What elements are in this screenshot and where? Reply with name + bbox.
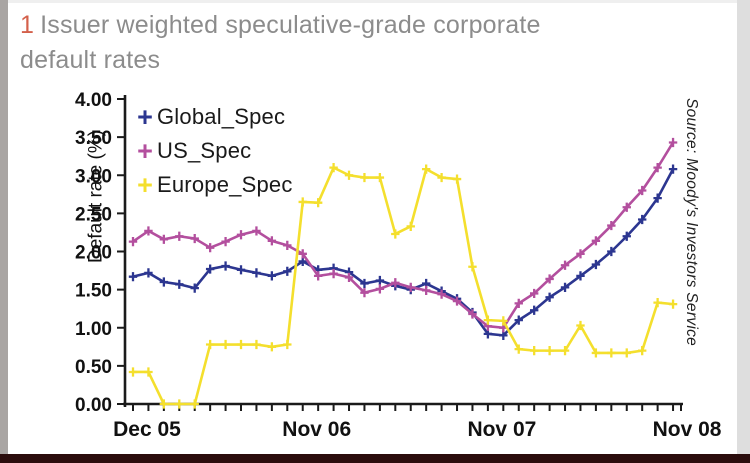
x-axis-label: Dec 05 — [113, 418, 181, 441]
x-axis-label: Nov 07 — [467, 418, 536, 441]
x-axis-label: Nov 06 — [282, 418, 351, 441]
chart-number-badge: 1 — [20, 11, 35, 39]
x-axis-label: Nov 08 — [653, 418, 722, 441]
chart-title-line2: default rates — [20, 46, 161, 74]
series-markers-US_Spec — [128, 137, 678, 333]
chart-title: 1 Issuer weighted speculative-grade corpo… — [20, 8, 720, 78]
y-tick-label: 2.00 — [75, 243, 112, 264]
chart-title-line1: Issuer weighted speculative-grade corpor… — [40, 11, 541, 39]
top-edge-border — [0, 0, 750, 3]
legend-label: Global_Spec — [157, 104, 286, 129]
chart-legend: + Global_Spec + US_Spec + Europe_Spec — [133, 100, 293, 202]
legend-item-europe-spec: + Europe_Spec — [133, 168, 293, 202]
y-tick-label: 3.50 — [75, 128, 112, 149]
bottom-bar — [0, 454, 750, 463]
y-axis-title: Default rate (%) — [85, 129, 107, 263]
y-tick-label: 3.00 — [75, 166, 112, 187]
legend-label: US_Spec — [157, 138, 252, 163]
legend-item-us-spec: + US_Spec — [133, 134, 293, 168]
y-tick-label: 0.00 — [75, 395, 112, 416]
source-attribution: Source: Moody's Investors Service — [683, 98, 700, 347]
y-tick-label: 2.50 — [75, 204, 112, 225]
y-tick-label: 1.50 — [75, 281, 112, 302]
y-tick-label: 4.00 — [75, 90, 112, 111]
y-tick-label: 0.50 — [75, 357, 112, 378]
plus-marker-icon: + — [137, 169, 153, 200]
plus-marker-icon: + — [137, 135, 153, 166]
plus-marker-icon: + — [137, 101, 153, 132]
legend-item-global-spec: + Global_Spec — [133, 100, 293, 134]
legend-label: Europe_Spec — [157, 172, 293, 197]
y-tick-label: 1.00 — [75, 319, 112, 340]
series-markers-Europe_Spec — [128, 163, 678, 409]
left-edge-border — [0, 0, 8, 463]
right-edge-border — [737, 0, 750, 455]
